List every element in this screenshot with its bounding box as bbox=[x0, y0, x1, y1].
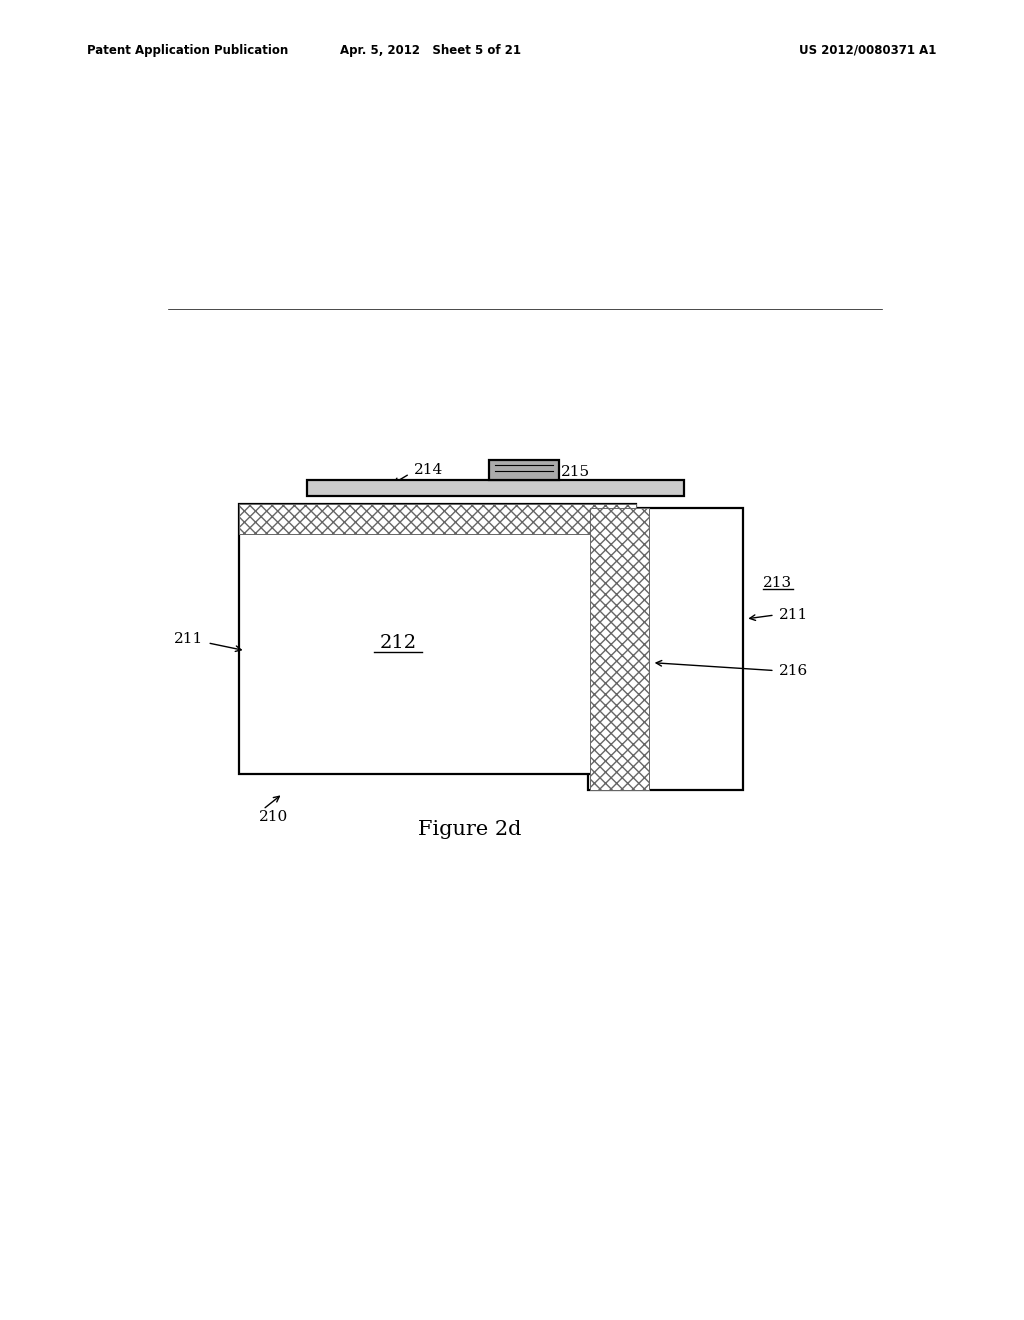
Text: 213: 213 bbox=[763, 577, 792, 590]
Text: US 2012/0080371 A1: US 2012/0080371 A1 bbox=[799, 44, 936, 57]
Text: 212: 212 bbox=[379, 634, 417, 652]
Text: Patent Application Publication: Patent Application Publication bbox=[87, 44, 289, 57]
Text: 210: 210 bbox=[259, 810, 288, 825]
Text: 211: 211 bbox=[778, 609, 808, 622]
Bar bbox=[306, 480, 684, 496]
Bar bbox=[590, 508, 649, 789]
Text: 215: 215 bbox=[560, 465, 590, 479]
Bar bbox=[240, 504, 636, 535]
Text: Figure 2d: Figure 2d bbox=[418, 820, 521, 838]
Text: 211: 211 bbox=[174, 632, 204, 645]
Text: 216: 216 bbox=[778, 664, 808, 677]
Bar bbox=[489, 461, 559, 480]
Bar bbox=[240, 504, 636, 774]
Text: 214: 214 bbox=[414, 463, 443, 477]
Text: Apr. 5, 2012   Sheet 5 of 21: Apr. 5, 2012 Sheet 5 of 21 bbox=[340, 44, 520, 57]
Bar bbox=[588, 508, 743, 789]
